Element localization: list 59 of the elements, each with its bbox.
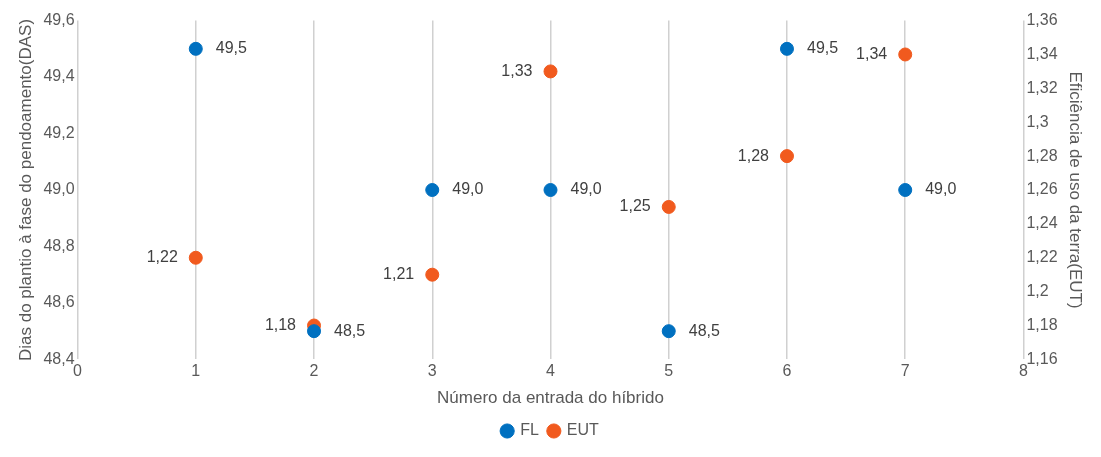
point [543, 183, 558, 197]
y2-tick-label: 1,34 [1026, 44, 1058, 62]
data-label: 48,5 [688, 321, 720, 339]
data-label: 1,25 [619, 197, 651, 215]
y2-tick-label: 1,24 [1026, 214, 1058, 232]
y2-tick-label: 1,36 [1026, 11, 1058, 29]
data-label: 49,5 [215, 39, 248, 57]
y-tick-label: 49,4 [43, 67, 75, 85]
x-tick-label: 4 [546, 362, 556, 380]
data-label: 49,0 [925, 180, 957, 198]
x-axis-title: Número da entrada do híbrido [437, 388, 664, 408]
y-tick-label: 49,6 [43, 11, 75, 29]
x-tick-label: 7 [900, 362, 910, 380]
point [779, 41, 794, 56]
y-tick-label: 49,0 [43, 180, 75, 198]
data-label: 1,18 [264, 315, 297, 333]
x-tick-label: 8 [1019, 362, 1029, 380]
y-tick-label: 48,8 [43, 236, 75, 254]
x-tick-label: 0 [73, 362, 83, 380]
point [425, 183, 440, 197]
data-label: 1,33 [501, 61, 533, 79]
point [307, 324, 322, 339]
y-tick-label: 48,4 [43, 349, 75, 367]
point [898, 183, 913, 197]
point [661, 199, 676, 214]
y2-tick-label: 1,32 [1026, 78, 1058, 96]
y2-tick-label: 1,22 [1026, 248, 1058, 266]
point [425, 267, 440, 282]
y2-tick-label: 1,18 [1026, 315, 1058, 333]
data-label: 49,5 [806, 39, 839, 57]
data-label: 49,0 [570, 180, 602, 198]
y2-tick-label: 1,26 [1026, 180, 1058, 198]
y-tick-label: 49,2 [43, 123, 75, 141]
point [188, 250, 203, 265]
data-label: 48,5 [334, 321, 366, 339]
x-tick-label: 3 [427, 362, 437, 380]
y-axis-title: Dias do plantio à fase do pendoamento(DAS) [15, 18, 35, 362]
x-tick-label: 2 [309, 362, 319, 380]
x-tick-label: 1 [191, 362, 201, 380]
legend-label: EUT [566, 421, 600, 439]
y2-tick-label: 1,2 [1026, 282, 1049, 300]
y2-tick-label: 1,16 [1026, 349, 1058, 367]
y2-tick-label: 1,3 [1026, 112, 1049, 130]
point [661, 324, 676, 339]
point [779, 149, 794, 164]
data-label: 1,34 [856, 44, 888, 62]
point [188, 41, 203, 56]
legend-label: FL [520, 421, 539, 439]
point [898, 47, 913, 62]
x-tick-label: 6 [782, 362, 792, 380]
data-label: 1,28 [737, 146, 770, 164]
y2-axis-title: Eficiência de uso da terra(EUT) [1066, 71, 1086, 309]
point [543, 64, 558, 79]
data-label: 1,22 [146, 248, 178, 266]
x-tick-label: 5 [664, 362, 674, 380]
y2-tick-label: 1,28 [1026, 146, 1058, 164]
y-tick-label: 48,6 [43, 293, 75, 311]
data-label: 49,0 [452, 180, 484, 198]
data-label: 1,21 [383, 265, 415, 283]
